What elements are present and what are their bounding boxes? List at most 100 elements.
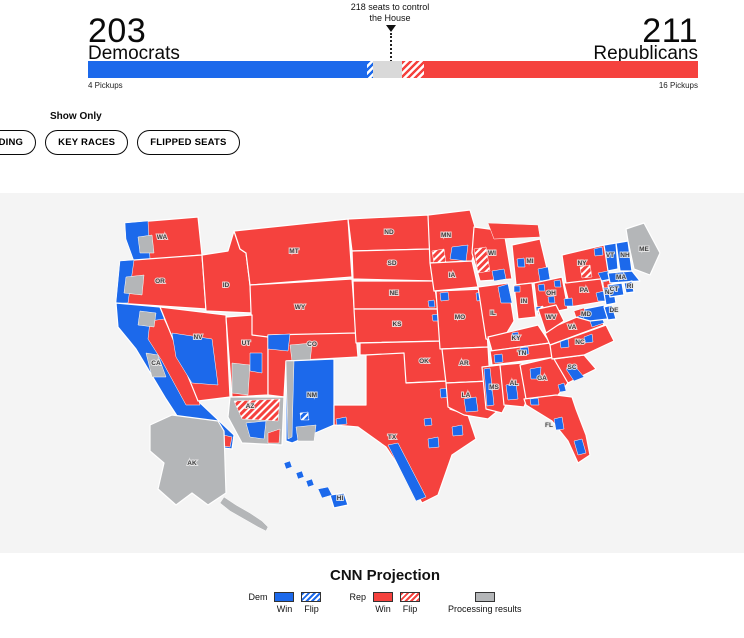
district-patch-TN[interactable] — [519, 346, 530, 356]
bar-segment-uncalled — [372, 61, 403, 78]
district-patch-AZ[interactable] — [245, 420, 267, 440]
district-patch-IN[interactable] — [513, 285, 521, 293]
district-patch-WI[interactable] — [491, 268, 507, 282]
filter-leading-button[interactable]: LEADING — [0, 130, 37, 155]
us-districts-map[interactable]: WA OR CA NV ID MT WY UT CO AZ NM ND SD NE KS OK TX MN IA MO… — [0, 193, 744, 553]
state-label-IA: IA — [449, 272, 456, 279]
district-patch-FL[interactable] — [553, 416, 565, 431]
district-patch-TX[interactable] — [451, 424, 464, 437]
district-patch-CA[interactable] — [137, 310, 157, 328]
district-patch-NV[interactable] — [171, 332, 219, 386]
filter-button-row: LEADING KEY RACES FLIPPED SEATS — [0, 130, 240, 155]
district-patch-HI[interactable] — [295, 470, 305, 480]
state-label-WV: WV — [546, 314, 557, 321]
filter-key-races-button[interactable]: KEY RACES — [45, 130, 129, 155]
dem-win-label: Win — [276, 604, 293, 614]
district-patch-CA[interactable] — [145, 352, 167, 378]
state-VT[interactable] — [603, 242, 619, 272]
district-patch-MS[interactable] — [483, 367, 495, 407]
state-MA[interactable] — [607, 270, 641, 284]
state-label-NC: NC — [575, 339, 585, 346]
district-patch-AZ[interactable] — [233, 398, 281, 422]
state-label-CT: CT — [610, 286, 619, 293]
rep-win-label: Win — [375, 604, 391, 614]
district-patch-NE[interactable] — [427, 299, 436, 308]
state-WV[interactable] — [537, 304, 565, 334]
state-label-NH: NH — [620, 252, 630, 259]
state-label-RI: RI — [627, 283, 634, 290]
district-patch-FL[interactable] — [573, 438, 587, 456]
legend-processing: Processing results — [448, 592, 522, 614]
district-patch-HI[interactable] — [317, 486, 333, 499]
state-label-OH: OH — [546, 290, 556, 297]
district-patch-UT[interactable] — [249, 352, 263, 374]
district-patch-PA[interactable] — [563, 297, 574, 307]
district-patch-NM[interactable] — [285, 360, 295, 440]
district-patch-TX[interactable] — [427, 436, 440, 449]
district-patch-AL[interactable] — [505, 382, 519, 401]
district-patch-HI[interactable] — [283, 460, 293, 470]
state-CT[interactable] — [607, 282, 625, 298]
legend-rep-flip: Flip — [400, 592, 420, 614]
district-patch-TX[interactable] — [423, 417, 433, 427]
district-patch-WI[interactable] — [473, 246, 491, 274]
district-patch-OH[interactable] — [553, 279, 562, 288]
district-patch-SC[interactable] — [565, 364, 585, 382]
district-patch-TX[interactable] — [387, 442, 427, 502]
district-patch-GA[interactable] — [529, 366, 542, 380]
district-patch-MI[interactable] — [537, 266, 551, 282]
state-label-NV: NV — [193, 334, 203, 341]
state-label-OR: OR — [155, 278, 165, 285]
state-label-NM: NM — [307, 392, 317, 399]
district-patch-NC[interactable] — [583, 333, 594, 344]
district-patch-LA[interactable] — [463, 396, 479, 413]
state-label-ME: ME — [639, 246, 649, 253]
district-patch-NY[interactable] — [579, 264, 593, 279]
district-patch-MO[interactable] — [439, 291, 450, 302]
district-patch-AZ[interactable] — [267, 428, 281, 444]
majority-marker-label: 218 seats to control the House — [330, 2, 450, 24]
state-label-KS: KS — [392, 321, 402, 328]
district-patch-NM[interactable] — [295, 424, 317, 442]
district-patch-NM[interactable] — [299, 411, 310, 421]
state-HI[interactable] — [329, 492, 349, 509]
district-patch-UT[interactable] — [231, 362, 251, 396]
district-patch-MN[interactable] — [431, 248, 447, 264]
district-patch-MD[interactable] — [573, 307, 586, 318]
projection-title: CNN Projection — [329, 567, 440, 584]
district-patch-TX[interactable] — [335, 416, 348, 426]
district-patch-AK[interactable] — [219, 496, 269, 532]
district-patch-IL[interactable] — [497, 283, 513, 304]
district-patch-CO[interactable] — [267, 333, 291, 352]
state-label-UT: UT — [242, 340, 251, 347]
legend-dem-win: Win — [274, 592, 295, 614]
state-label-FL: FL — [545, 422, 553, 429]
district-patch-WA[interactable] — [137, 234, 155, 254]
district-patch-OH[interactable] — [537, 283, 546, 292]
district-patch-MI[interactable] — [487, 222, 541, 240]
state-label-WI: WI — [488, 250, 496, 257]
district-patch-OH[interactable] — [547, 295, 556, 304]
district-patch-TN[interactable] — [493, 353, 504, 364]
district-patch-FL[interactable] — [529, 397, 540, 406]
state-label-AR: AR — [459, 360, 469, 367]
district-patch-MN[interactable] — [449, 244, 469, 262]
majority-marker-line1: 218 seats to control — [350, 2, 430, 12]
filter-flipped-seats-button[interactable]: FLIPPED SEATS — [137, 130, 240, 155]
state-RI[interactable] — [623, 280, 635, 294]
state-AK[interactable] — [149, 414, 227, 506]
state-label-DE: DE — [609, 307, 619, 314]
state-label-TN: TN — [518, 350, 527, 357]
district-patch-KY[interactable] — [511, 331, 520, 339]
show-only-label: Show Only — [50, 111, 102, 122]
district-patch-OR[interactable] — [123, 274, 145, 296]
state-FL[interactable] — [523, 394, 591, 464]
rep-pickups-label: 16 Pickups — [658, 81, 698, 90]
district-patch-MI[interactable] — [516, 257, 526, 268]
district-patch-NY[interactable] — [593, 246, 604, 257]
state-label-MT: MT — [289, 248, 298, 255]
district-patch-GA[interactable] — [557, 382, 567, 393]
state-ME[interactable] — [625, 222, 661, 276]
state-DE[interactable] — [603, 304, 617, 321]
district-patch-HI[interactable] — [305, 478, 315, 488]
